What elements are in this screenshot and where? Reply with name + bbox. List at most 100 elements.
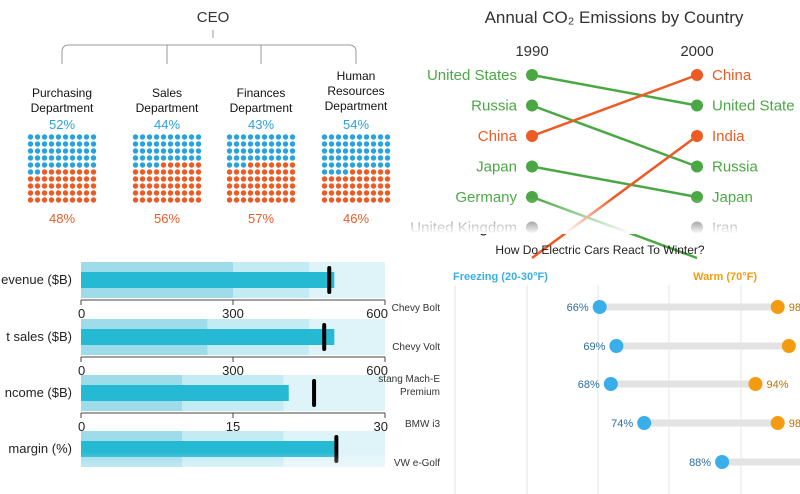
waffle-dot-bottom [55, 169, 62, 175]
slope-line [531, 165, 698, 199]
waffle-dot-top [48, 134, 55, 140]
waffle-dot-top [349, 148, 356, 154]
warm-value-label: 94% [766, 379, 788, 391]
bullet-tick-label: 30 [374, 419, 388, 434]
waffle-dot-bottom [132, 197, 139, 203]
waffle-dot-bottom [254, 176, 261, 182]
waffle-dot-bottom [328, 183, 335, 189]
waffle-dot-top [132, 134, 139, 140]
waffle-dot-top [247, 148, 254, 154]
waffle-dot-top [195, 155, 202, 161]
waffle-dot-bottom [226, 197, 233, 203]
waffle-dot-bottom [335, 176, 342, 182]
waffle-dot-bottom [181, 197, 188, 203]
waffle-dot-bottom [139, 190, 146, 196]
waffle-dot-top [132, 148, 139, 154]
waffle-dot-top [55, 134, 62, 140]
waffle-dot-top [132, 141, 139, 147]
waffle-dot-bottom [195, 176, 202, 182]
waffle-dot-top [153, 134, 160, 140]
waffle-dot-top [363, 162, 370, 168]
waffle-dot-top [254, 141, 261, 147]
waffle-dot-bottom [335, 197, 342, 203]
warm-dot [770, 416, 785, 430]
bullet-value-bar [81, 385, 289, 401]
waffle-dot-top [261, 141, 268, 147]
waffle-dot-top [34, 155, 41, 161]
waffle-dot-bottom [174, 176, 181, 182]
warm-dot [770, 300, 785, 314]
waffle-dot-top [377, 155, 384, 161]
waffle-dot-top [188, 155, 195, 161]
waffle-dot-bottom [62, 190, 69, 196]
waffle-dot-top [41, 162, 48, 168]
waffle-dot-top [55, 141, 62, 147]
waffle-dot-bottom [181, 162, 188, 168]
waffle-dot-top [321, 162, 328, 168]
waffle-dot-top [195, 134, 202, 140]
waffle-dot-bottom [275, 162, 282, 168]
waffle-dot-top [268, 141, 275, 147]
freezing-dot [592, 300, 607, 314]
waffle-dot-top [62, 134, 69, 140]
waffle-dot-top [335, 141, 342, 147]
waffle-dot-top [174, 141, 181, 147]
waffle-dot-top [377, 162, 384, 168]
waffle-dot-bottom [328, 190, 335, 196]
bullet-row-label: t sales ($B) [6, 329, 72, 344]
waffle-dot-bottom [132, 190, 139, 196]
bullet-tick-label: 600 [366, 306, 388, 321]
waffle-dot-bottom [261, 169, 268, 175]
waffle-dot-top [226, 141, 233, 147]
waffle-dot-bottom [160, 183, 167, 189]
waffle-dot-bottom [349, 176, 356, 182]
waffle-dot-top [282, 134, 289, 140]
slope-left-label: Russia [471, 98, 518, 115]
waffle-dot-top [370, 162, 377, 168]
waffle-dot-bottom [349, 183, 356, 189]
waffle-dot-top [240, 148, 247, 154]
waffle-dot-top [384, 134, 391, 140]
waffle-dot-top [139, 162, 146, 168]
waffle-dot-bottom [247, 197, 254, 203]
waffle-dot-bottom [139, 183, 146, 189]
waffle-dot-top [275, 141, 282, 147]
top-percent-label: 43% [248, 117, 274, 132]
waffle-dot-bottom [268, 176, 275, 182]
waffle-dot-top [335, 169, 342, 175]
waffle-dot-bottom [69, 190, 76, 196]
waffle-dot-bottom [377, 190, 384, 196]
waffle-dot-bottom [275, 197, 282, 203]
waffle-dot-bottom [363, 169, 370, 175]
waffle-dot-top [282, 155, 289, 161]
waffle-title: CEO [197, 9, 230, 26]
waffle-dot-bottom [48, 169, 55, 175]
waffle-dot-top [181, 148, 188, 154]
waffle-dot-top [240, 134, 247, 140]
waffle-dot-bottom [76, 176, 83, 182]
waffle-dot-top [342, 134, 349, 140]
waffle-dot-top [55, 148, 62, 154]
waffle-dot-bottom [261, 197, 268, 203]
waffle-dot-top [34, 148, 41, 154]
waffle-dot-bottom [282, 162, 289, 168]
slope-point-end [691, 99, 703, 112]
legend-freezing: Freezing (20-30°F) [453, 271, 548, 283]
waffle-dot-bottom [55, 183, 62, 189]
bullet-value-bar [81, 272, 335, 288]
waffle-dot-bottom [76, 197, 83, 203]
waffle-dot-bottom [282, 190, 289, 196]
waffle-dot-top [41, 155, 48, 161]
waffle-dot-top [48, 148, 55, 154]
waffle-dot-bottom [153, 190, 160, 196]
waffle-dot-top [62, 162, 69, 168]
top-percent-label: 52% [49, 117, 75, 132]
dumbbell-chart-panel: How Do Electric Cars React To Winter? Fre… [378, 243, 800, 494]
waffle-dot-top [268, 148, 275, 154]
bullet-row-label: evenue ($B) [1, 272, 72, 287]
waffle-dot-bottom [233, 169, 240, 175]
waffle-dot-bottom [139, 197, 146, 203]
waffle-dot-bottom [254, 197, 261, 203]
waffle-dot-top [34, 162, 41, 168]
waffle-dot-top [289, 155, 296, 161]
